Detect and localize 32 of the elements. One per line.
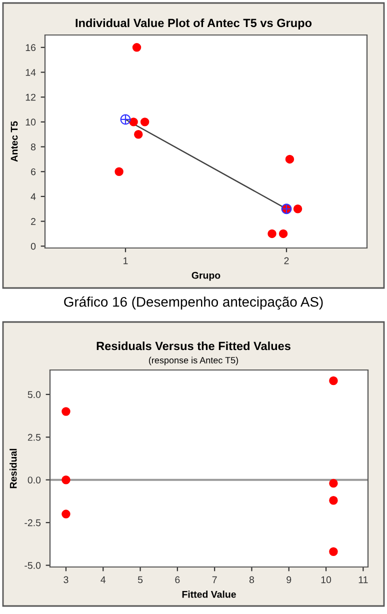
y-tick-label: 14 [26,69,36,76]
chart-title: Residuals Versus the Fitted Values [96,341,290,350]
y-tick-label: 2.5 [28,434,41,441]
chart-subtitle: (response is Antec T5) [148,356,238,366]
x-tick-label: 8 [249,576,254,584]
y-tick-label: 5.0 [28,391,41,398]
text: Gráfico 16 (Desempenho antecipação AS) [64,296,323,310]
x-tick-label: 10 [321,576,332,584]
y-tick-label: 12 [26,94,36,101]
y-tick-label: -5.0 [24,562,41,569]
y-tick-label: 10 [26,118,36,126]
x-tick-label: 11 [358,576,368,584]
x-tick-label: 7 [212,576,217,584]
y-tick-label: 0.0 [28,476,41,484]
y-tick-label: 8 [30,144,36,150]
x-tick-label: 6 [175,576,180,584]
x-tick-label: 9 [286,576,292,584]
y-tick-label: 2 [31,218,36,225]
x-tick-label: 5 [138,576,143,584]
y-tick-label: -2.5 [24,519,41,526]
y-tick-label: 0 [30,242,36,250]
y-axis-title: Residual [10,448,17,488]
x-tick-label: 3 [64,576,68,584]
y-tick-label: 16 [26,44,36,52]
chart-title: Individual Value Plot of Antec T5 vs Grupo [76,18,312,30]
y-axis-title: Antec T5 [10,121,18,162]
x-tick-label: 1 [124,257,128,264]
y-tick-label: 4 [30,193,36,200]
x-axis-title: Grupo [192,272,220,281]
x-tick-label: 4 [100,576,106,584]
x-axis-title: Fitted Value [182,590,236,598]
y-tick-label: 6 [31,168,36,176]
